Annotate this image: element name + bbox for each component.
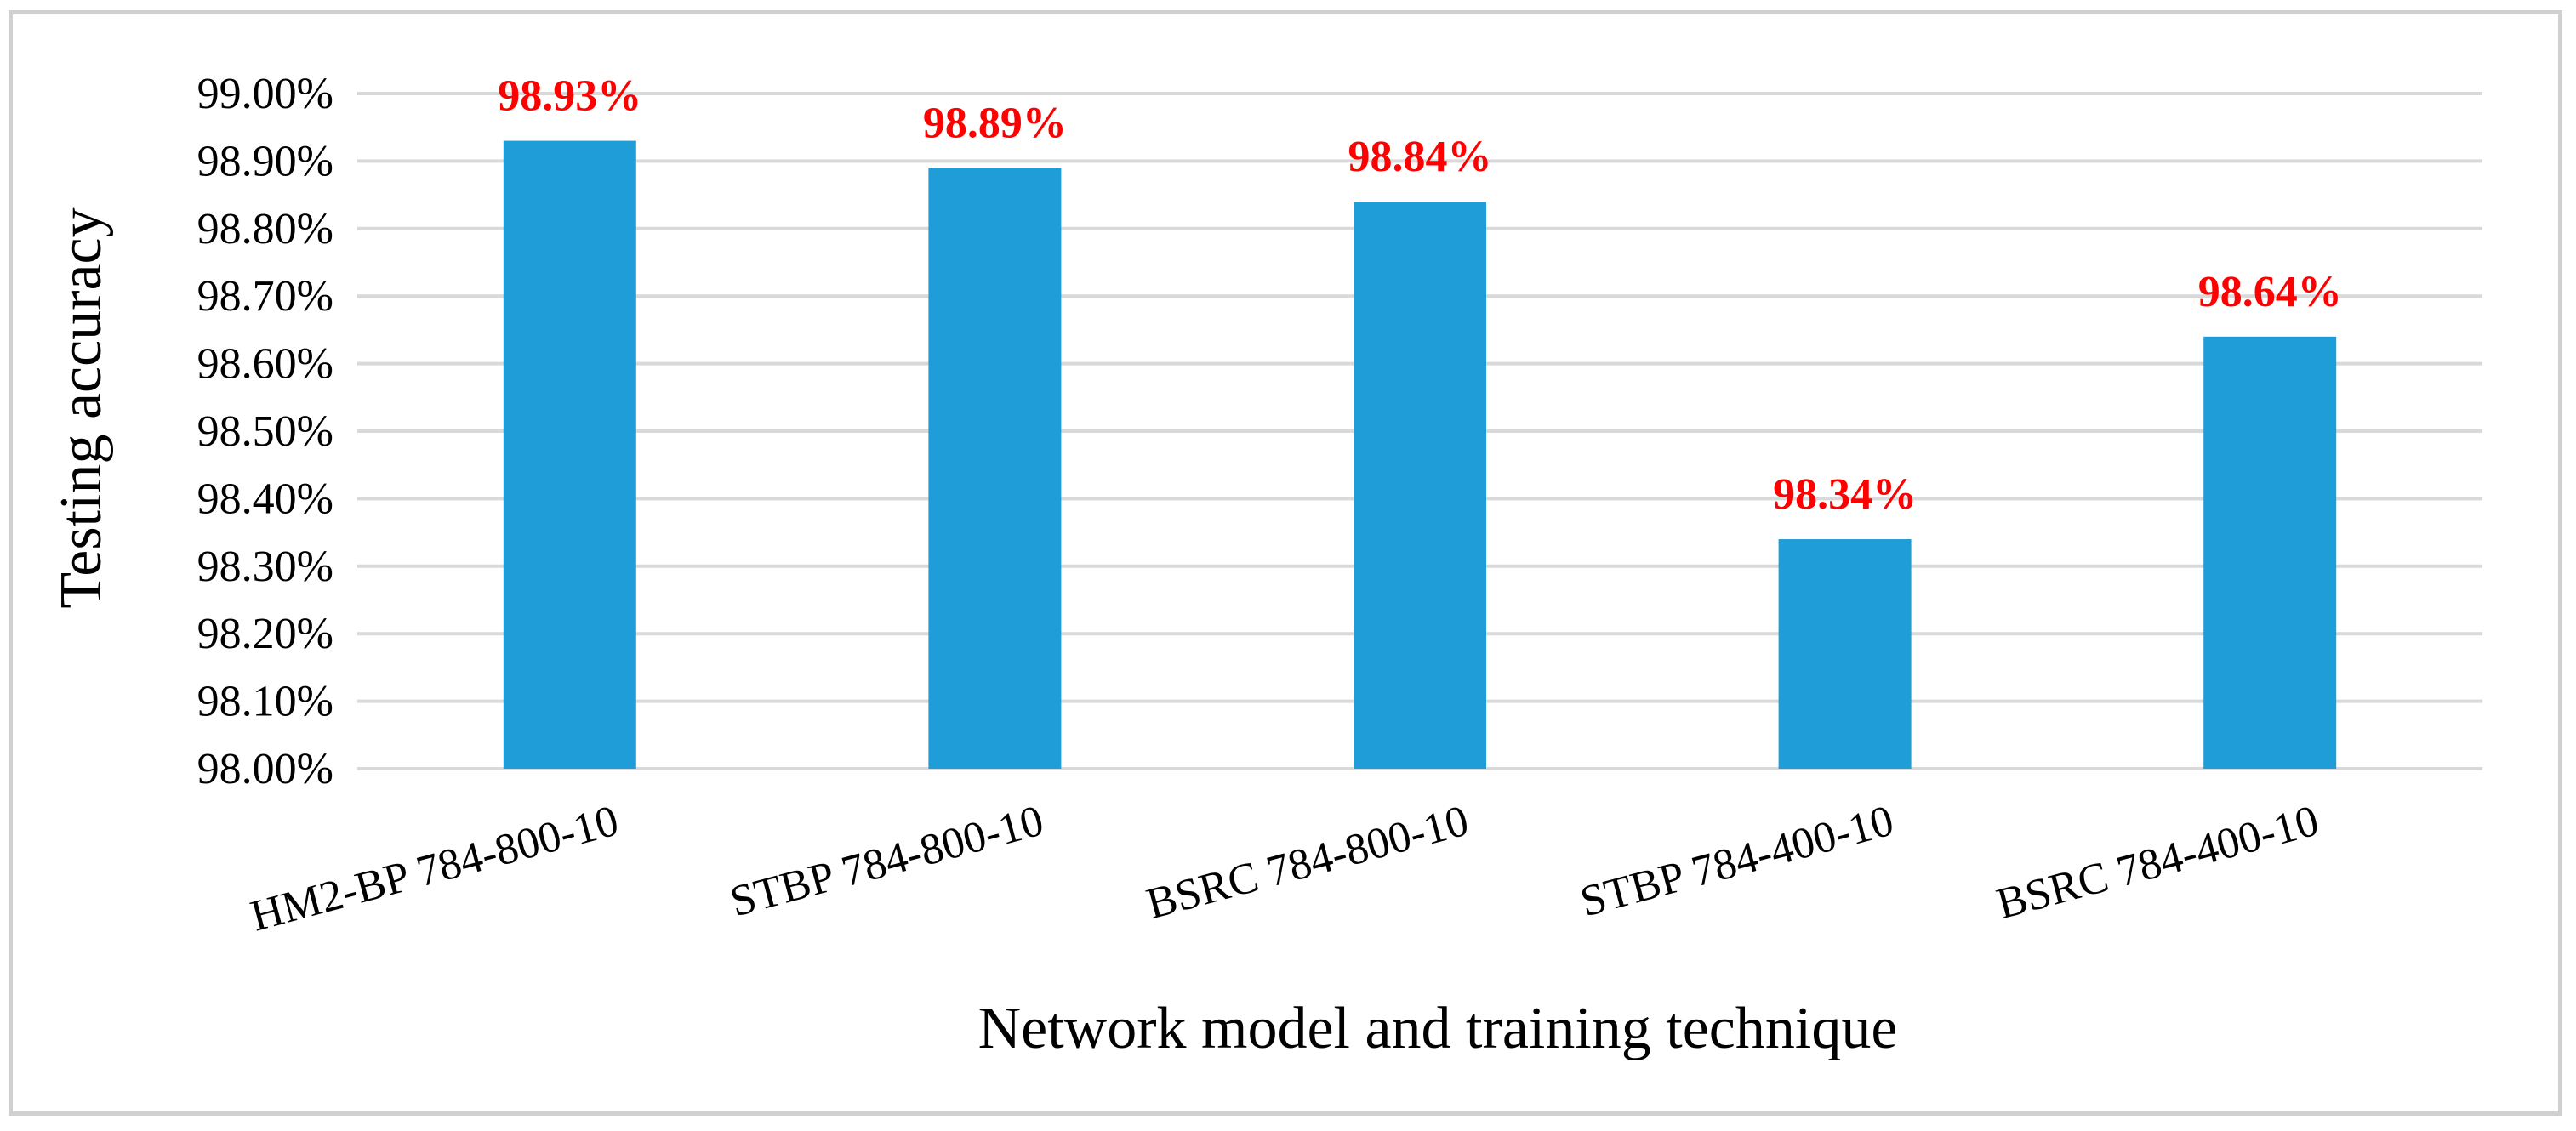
y-tick-label: 98.80% (197, 205, 333, 253)
x-tick-label: BSRC 784-400-10 (1992, 797, 2323, 929)
bar (928, 168, 1062, 770)
data-label: 98.34% (1773, 470, 1917, 519)
x-tick-label: STBP 784-800-10 (726, 797, 1049, 927)
y-tick-label: 98.70% (197, 272, 333, 321)
y-tick-label: 98.60% (197, 340, 333, 389)
y-tick-label: 98.90% (197, 137, 333, 185)
x-tick-label: STBP 784-400-10 (1576, 797, 1899, 927)
bar (1778, 539, 1912, 769)
y-axis-ticks: 98.00% 98.10% 98.20% 98.30% 98.40% 98.50% 98.6… (197, 70, 333, 793)
chart-frame (9, 10, 2562, 1116)
y-tick-label: 98.40% (197, 475, 333, 523)
x-axis-title: Network model and training technique (978, 996, 1898, 1061)
y-tick-label: 98.20% (197, 610, 333, 658)
bar (2203, 336, 2337, 769)
x-axis-ticks: HM2-BP 784-800-10 STBP 784-800-10 BSRC 784… (246, 797, 2323, 941)
y-tick-label: 98.50% (197, 407, 333, 456)
x-tick-label: BSRC 784-800-10 (1142, 797, 1473, 929)
bar (1354, 202, 1486, 770)
y-tick-label: 99.00% (197, 70, 333, 118)
bars (503, 140, 2337, 770)
data-label: 98.64% (2198, 268, 2342, 316)
y-tick-label: 98.10% (197, 678, 333, 726)
data-labels: 98.93% 98.89% 98.84% 98.34% 98.64% (498, 72, 2341, 519)
x-tick-label: HM2-BP 784-800-10 (246, 797, 624, 941)
y-tick-label: 98.00% (197, 745, 333, 793)
data-label: 98.89% (923, 99, 1067, 147)
y-axis-title: Testing accuracy (48, 207, 114, 608)
data-label: 98.84% (1348, 133, 1492, 181)
bar (503, 140, 636, 769)
y-tick-label: 98.30% (197, 543, 333, 591)
data-label: 98.93% (498, 72, 641, 121)
